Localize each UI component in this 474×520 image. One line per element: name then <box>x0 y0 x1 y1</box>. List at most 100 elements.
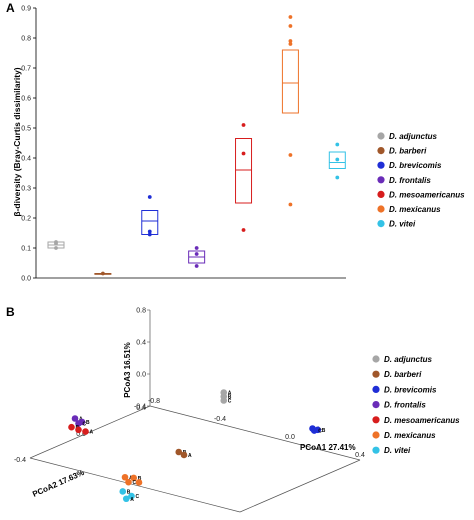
panel-a-label: A <box>6 1 15 15</box>
pcoa-3d-panel: 0.80.40.0-0.4-0.8-0.40.00.40.40.0-0.4PCo… <box>14 308 365 513</box>
legend-marker <box>372 401 380 409</box>
data-point <box>288 153 293 157</box>
legend-item-d-mesoamericanus: D. mesoamericanus <box>372 416 460 425</box>
data-point <box>288 42 293 46</box>
pcoa-point <box>68 423 75 431</box>
legend-item-d-barberi: D. barberi <box>377 147 427 156</box>
legend-item-d-vitei: D. vitei <box>377 220 416 229</box>
y-tick-label: 0.3 <box>21 186 31 193</box>
y-tick-label: 0.0 <box>21 276 31 283</box>
pcoa3-axis-label: PCoA3 16.51% <box>123 342 132 398</box>
y-tick-label: 0.6 <box>21 96 31 103</box>
legend-item-d-brevicomis: D. brevicomis <box>372 385 437 394</box>
box-d-mesoamericanus <box>235 138 253 204</box>
legend-marker <box>377 132 385 140</box>
pcoa-point-label: B <box>138 476 142 482</box>
legend-label: D. brevicomis <box>389 161 442 170</box>
legend-label: D. mesoamericanus <box>384 416 460 425</box>
pcoa3-tick-label: 0.8 <box>136 308 146 315</box>
data-point <box>335 175 340 180</box>
pcoa-cluster-d-mexicanus: ABC <box>121 473 143 486</box>
pcoa-cluster-d-brevicomis: ABC <box>309 425 326 435</box>
pcoa2-tick-label: 0.0 <box>76 431 86 438</box>
pcoa-point-label: C <box>136 494 140 500</box>
data-point <box>147 232 152 237</box>
panel-b-label: B <box>6 305 15 319</box>
legend-item-d-vitei: D. vitei <box>372 446 411 455</box>
box-d-mexicanus <box>281 49 299 114</box>
data-point <box>241 151 246 156</box>
data-point <box>54 241 58 246</box>
pcoa-point <box>220 397 228 404</box>
pcoa3-tick-label: -0.4 <box>134 404 146 411</box>
pcoa1-axis-label: PCoA1 27.41% <box>300 443 356 452</box>
legend-label: D. barberi <box>389 147 427 156</box>
pcoa2-axis-label: PCoA2 17.63% <box>31 468 85 499</box>
box-group-d-brevicomis <box>141 195 159 237</box>
pcoa-point <box>71 415 79 422</box>
legend-marker <box>372 355 380 363</box>
legend-item-d-frontalis: D. frontalis <box>372 401 426 410</box>
pcoa-point <box>75 426 82 434</box>
pcoa3-tick-label: 0.4 <box>136 340 146 347</box>
box-d-vitei <box>328 151 346 169</box>
y-tick-label: 0.2 <box>21 216 31 223</box>
pcoa-point-label: B <box>322 428 326 434</box>
legend-marker <box>372 431 380 439</box>
legend-label: D. brevicomis <box>384 385 437 394</box>
pcoa1-tick-label: -0.4 <box>214 416 226 423</box>
pcoa-point-label: B <box>228 395 232 401</box>
pcoa2-tick-label: -0.4 <box>14 457 26 464</box>
data-point <box>288 24 293 28</box>
y-tick-label: 0.4 <box>21 156 31 163</box>
pcoa-point-label: A <box>188 453 192 459</box>
legend-item-d-frontalis: D. frontalis <box>377 176 431 185</box>
data-point <box>54 246 58 250</box>
pcoa-point <box>128 492 135 500</box>
legend-item-d-mexicanus: D. mexicanus <box>372 431 436 440</box>
data-point <box>288 15 293 19</box>
pcoa3-tick-label: 0.0 <box>136 372 146 379</box>
pcoa1-tick-label: 0.4 <box>355 452 365 459</box>
legend-item-d-mesoamericanus: D. mesoamericanus <box>377 190 465 199</box>
pcoa-point-label: C <box>133 480 137 486</box>
pcoa-point-label: C <box>83 421 87 427</box>
pcoa2-tick-label: 0.4 <box>136 405 146 412</box>
legend-label: D. vitei <box>384 446 411 455</box>
pcoa1-tick-label: 0.0 <box>285 434 295 441</box>
box-group-d-mexicanus <box>281 15 299 207</box>
legend-label: D. mexicanus <box>384 431 436 440</box>
legend-label: D. adjunctus <box>389 132 438 141</box>
pcoa-point <box>180 451 188 459</box>
legend-marker <box>377 147 385 155</box>
box-group-d-adjunctus <box>47 240 65 250</box>
y-tick-label: 0.8 <box>21 36 31 43</box>
pcoa-point <box>121 473 129 481</box>
pcoa-point-label: B <box>127 489 131 495</box>
legend-marker <box>372 416 380 424</box>
legend-label: D. mesoamericanus <box>389 190 465 199</box>
pcoa-point-label: C <box>228 399 232 405</box>
pcoa-cluster-d-barberi: BA <box>175 448 192 459</box>
pcoa-point-label: C <box>318 429 322 435</box>
pcoa-cluster-d-frontalis: ABC <box>71 415 90 427</box>
legend-marker <box>377 161 385 169</box>
pcoa-cluster-d-mesoamericanus: BA <box>68 423 94 436</box>
pcoa-point <box>75 420 82 427</box>
data-point <box>194 252 199 256</box>
y-tick-label: 0.5 <box>21 126 31 133</box>
pcoa-cluster-d-vitei: BCA <box>119 488 140 503</box>
pcoa-point <box>82 428 89 435</box>
legend-marker <box>372 446 380 454</box>
data-point <box>241 123 246 127</box>
data-point <box>335 142 340 147</box>
legend-marker <box>372 370 380 378</box>
pcoa-point <box>125 478 132 486</box>
y-tick-label: 0.1 <box>21 246 31 253</box>
y-tick-label: 0.7 <box>21 66 31 73</box>
pcoa-point-label: B <box>86 420 90 426</box>
pcoa-point <box>122 495 130 503</box>
pcoa1-tick-label: -0.8 <box>148 398 160 405</box>
floor-edge-front <box>29 457 241 513</box>
legend-panel-a: D. adjunctus D. barberi D. brevicomis D. fr… <box>377 132 465 229</box>
